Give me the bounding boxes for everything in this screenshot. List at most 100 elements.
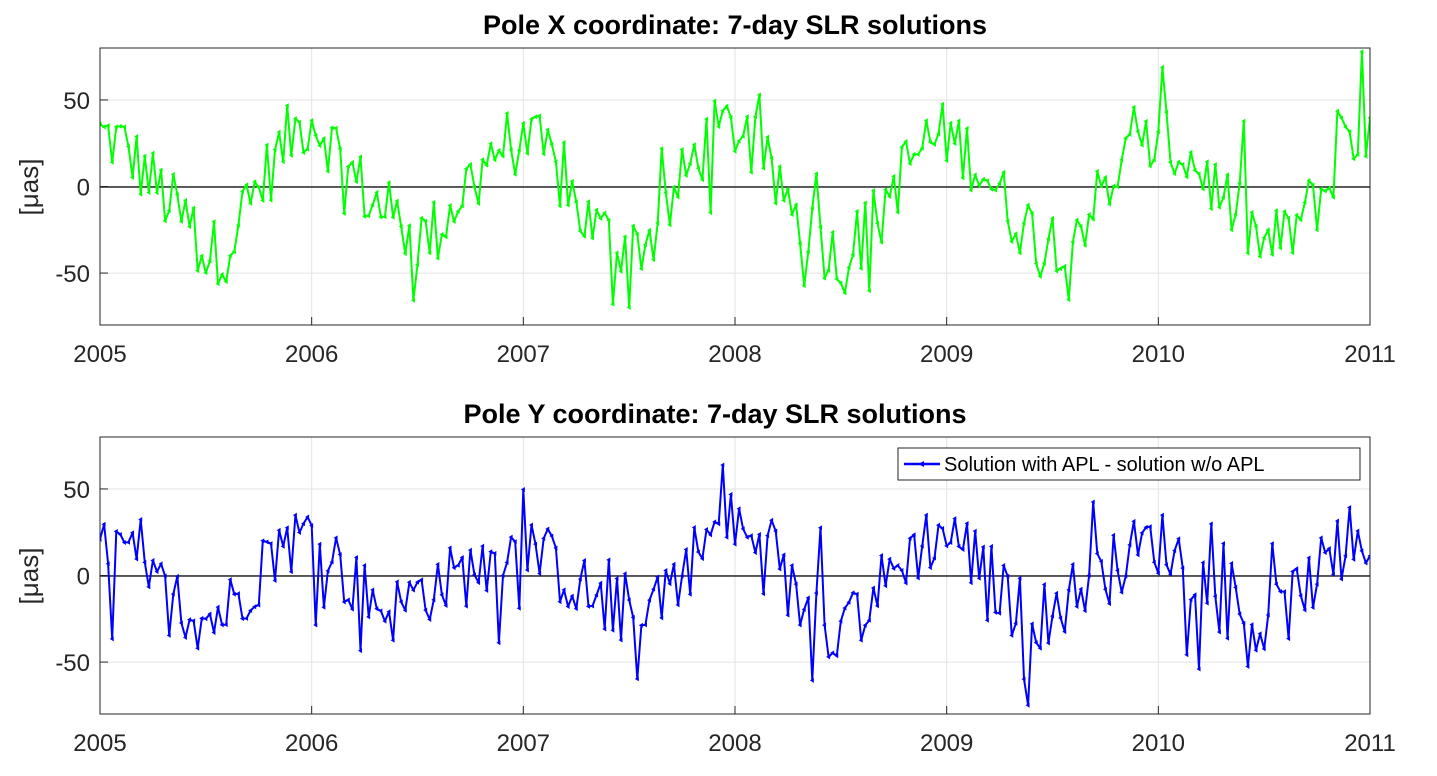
pole-x-series-marker: [345, 164, 350, 170]
pole-x-series-marker: [447, 202, 452, 208]
pole-x-series-marker: [1282, 209, 1287, 215]
pole-x-series-marker: [879, 239, 884, 245]
pole-y-series-marker: [553, 545, 558, 551]
pole-y-series-marker: [622, 571, 627, 577]
pole-y-series-marker: [374, 606, 379, 612]
pole-y-series-marker: [1143, 524, 1148, 530]
pole-y-series-marker: [1196, 666, 1201, 672]
pole-y-series-marker: [162, 573, 167, 579]
pole-x-series-marker: [1302, 199, 1307, 205]
pole-y-series-marker: [732, 541, 737, 547]
pole-y-series-marker: [988, 543, 993, 549]
pole-y-series-marker: [321, 604, 326, 610]
pole-y-xtick-label: 2009: [920, 730, 973, 757]
pole-x-series-marker: [1172, 171, 1177, 177]
pole-x-series-marker: [476, 201, 481, 207]
pole-x-series-marker: [785, 186, 790, 192]
pole-x-series-marker: [305, 146, 310, 152]
pole-x-series-marker: [1306, 178, 1311, 184]
pole-y-series-marker: [264, 539, 269, 545]
pole-x-series-marker: [1220, 194, 1225, 200]
pole-x-series-marker: [178, 219, 183, 225]
pole-x-series-marker: [166, 208, 171, 214]
pole-y-series-marker: [467, 547, 472, 553]
pole-x-series-marker: [1257, 254, 1262, 260]
pole-y-series-marker: [569, 593, 574, 599]
pole-x-series-marker: [227, 253, 232, 259]
pole-y-series-marker: [195, 645, 200, 651]
pole-y-series-marker: [146, 584, 151, 590]
pole-y-series-marker: [309, 523, 314, 529]
pole-y-series-marker: [590, 603, 595, 609]
pole-y-ylabel: [μas]: [14, 548, 44, 605]
pole-x-series-marker: [907, 161, 912, 167]
pole-x-series-marker: [663, 190, 668, 196]
pole-y-series-marker: [443, 603, 448, 609]
pole-x-series-marker: [1265, 227, 1270, 233]
pole-x-series-marker: [911, 151, 916, 157]
pole-y-series-marker: [557, 599, 562, 605]
pole-y-series-marker: [260, 538, 265, 544]
pole-y-series-marker: [415, 579, 419, 585]
pole-x-series-marker: [638, 266, 643, 272]
pole-x-series-marker: [805, 249, 810, 255]
pole-x-series-marker: [125, 144, 130, 150]
pole-x-series-marker: [1241, 118, 1246, 124]
pole-y-series-marker: [1155, 570, 1160, 576]
pole-x-series-marker: [752, 114, 757, 120]
pole-x-series-marker: [968, 187, 973, 193]
pole-y-series-marker: [655, 574, 660, 580]
pole-y-series-marker: [708, 532, 713, 538]
pole-y-series-marker: [940, 525, 945, 531]
pole-x-series-marker: [862, 200, 867, 206]
pole-x-series-marker: [288, 152, 293, 158]
pole-x-series-marker: [101, 124, 106, 130]
pole-y-ytick-label: -50: [55, 650, 90, 677]
pole-x-series-marker: [1330, 194, 1335, 200]
pole-x-series-marker: [940, 101, 945, 107]
pole-x-series-marker: [537, 113, 542, 119]
pole-x-series-marker: [1078, 223, 1083, 229]
pole-x-series-marker: [317, 143, 322, 149]
pole-y-series-marker: [1249, 622, 1254, 628]
pole-x-series-marker: [402, 251, 407, 257]
pole-y-series-marker: [968, 580, 973, 586]
pole-x-series-marker: [142, 153, 147, 159]
pole-x-series-marker: [687, 161, 692, 167]
pole-y-series-marker: [545, 526, 550, 532]
pole-x-series-marker: [858, 265, 863, 271]
pole-y-series-marker: [207, 611, 212, 617]
pole-y-series-marker: [1330, 571, 1335, 577]
pole-x-series-marker: [899, 144, 904, 150]
pole-x-series-marker: [1273, 208, 1278, 214]
pole-y-series-marker: [109, 636, 114, 642]
pole-y-series-marker: [533, 541, 538, 547]
pole-x-series-marker: [988, 186, 993, 192]
pole-x-series-marker: [211, 219, 216, 225]
pole-x-series-marker: [284, 103, 289, 109]
pole-y-series-marker: [113, 528, 118, 534]
pole-x-series-marker: [121, 124, 126, 130]
pole-x-series-marker: [170, 171, 175, 177]
pole-y-series-marker: [504, 559, 509, 565]
pole-x-series-marker: [1106, 201, 1111, 207]
pole-x-series-marker: [187, 224, 192, 230]
pole-y-series-marker: [1062, 629, 1067, 635]
pole-x-series-marker: [891, 173, 896, 179]
pole-x-series-marker: [256, 184, 261, 190]
pole-y-series-marker: [288, 569, 293, 575]
pole-x-series-marker: [244, 182, 249, 188]
pole-y-series-marker: [366, 614, 371, 620]
pole-x-series-marker: [744, 114, 749, 120]
pole-x-series-marker: [842, 290, 847, 296]
pole-x-series-marker: [577, 228, 582, 234]
pole-y-series-marker: [1322, 550, 1327, 556]
pole-y-series-marker: [1050, 613, 1054, 619]
pole-y-series-marker: [227, 577, 232, 583]
pole-y-series-marker: [125, 539, 130, 545]
pole-y-series-marker: [618, 637, 623, 643]
pole-x-series-marker: [720, 108, 725, 114]
pole-x-series-marker: [748, 169, 753, 175]
pole-x-series-marker: [952, 140, 957, 146]
pole-x-series-marker: [358, 154, 363, 160]
